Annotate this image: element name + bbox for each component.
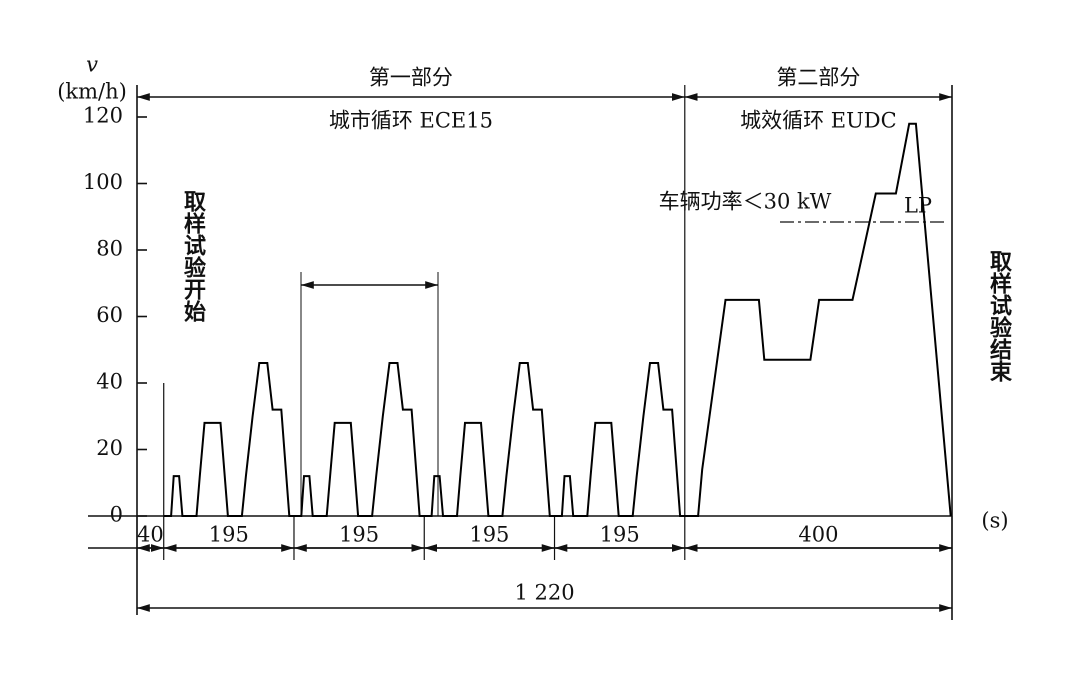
total-label: 1 220 bbox=[514, 581, 574, 605]
y-tick-label: 60 bbox=[96, 303, 123, 327]
x-unit: (s) bbox=[981, 509, 1008, 533]
part-title: 城市循环 ECE15 bbox=[329, 109, 493, 133]
y-tick-label: 20 bbox=[96, 436, 123, 460]
y-tick-label: 120 bbox=[83, 104, 123, 128]
speed-line bbox=[163, 122, 952, 517]
part-label: 第二部分 bbox=[776, 66, 860, 90]
power-note: 车辆功率＜30 kW bbox=[659, 190, 832, 214]
y-tick-label: 0 bbox=[110, 503, 123, 527]
part-title: 城效循环 EUDC bbox=[740, 109, 897, 133]
segment-label: 40 bbox=[137, 523, 164, 547]
part-label: 第一部分 bbox=[369, 66, 453, 90]
start-label: 取样试验开始 bbox=[180, 190, 206, 323]
segment-label: 195 bbox=[469, 523, 509, 547]
y-label-unit: (km/h) bbox=[57, 80, 127, 104]
segment-label: 195 bbox=[600, 523, 640, 547]
y-tick-label: 40 bbox=[96, 370, 123, 394]
end-label: 取样试验结束 bbox=[986, 250, 1012, 382]
segment-label: 195 bbox=[209, 523, 249, 547]
lp-label: LP bbox=[904, 194, 932, 218]
y-label-symbol: v bbox=[86, 53, 98, 77]
segment-label: 195 bbox=[339, 523, 379, 547]
segment-label: 400 bbox=[798, 523, 838, 547]
y-tick-label: 80 bbox=[96, 237, 123, 261]
y-tick-label: 100 bbox=[83, 170, 123, 194]
